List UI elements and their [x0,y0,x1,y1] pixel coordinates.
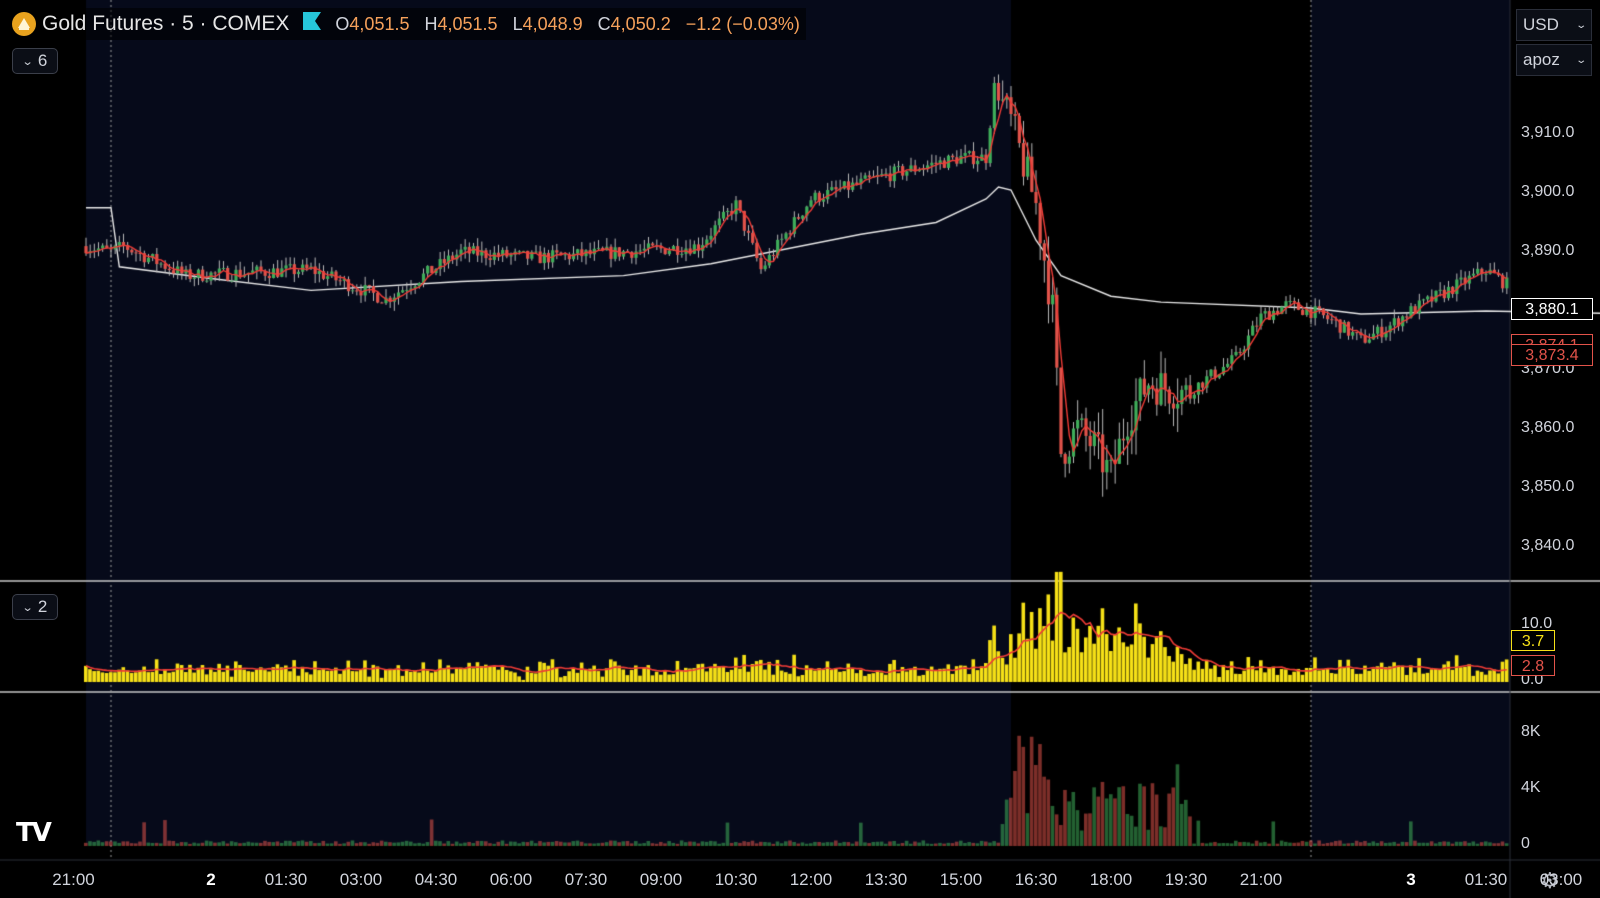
close-value: 4,050.2 [610,13,671,34]
volume-tick-label: 4K [1521,779,1541,796]
time-tick-label: 07:30 [564,870,608,889]
time-tick-label: 21:00 [1239,870,1283,889]
time-tick-label: 18:00 [1089,870,1133,889]
oscillator-tick-label: 10.0 [1521,615,1553,632]
flag-icon[interactable] [303,12,322,36]
day-label: 3 [1406,870,1416,889]
open-value: 4,051.5 [349,13,410,34]
time-tick-label: 21:00 [52,870,95,889]
symbol-header[interactable]: Gold Futures · 5 · COMEX O4,051.5 H4,051… [8,8,806,40]
chevron-down-icon: ⌄ [21,601,34,614]
main-indicators-toggle[interactable]: ⌄ 6 [12,48,58,74]
time-tick-label: 13:30 [864,870,908,889]
oscillator-marker-label: 2.8 [1511,655,1555,676]
price-tick-label: 3,850.0 [1521,478,1575,495]
price-tick-label: 3,890.0 [1521,242,1575,259]
main-indicators-count: 6 [37,51,48,70]
currency-select[interactable]: USD ⌄ [1516,9,1592,41]
price-marker-label: 3,880.1 [1511,298,1593,321]
time-tick-label: 10:30 [714,870,758,889]
change-value: −1.2 (−0.03%) [685,13,800,34]
volume-tick-label: 0 [1521,835,1530,852]
open-key: O [335,13,350,34]
high-key: H [424,13,438,34]
time-tick-label: 04:30 [414,870,458,889]
oscillator-indicators-toggle[interactable]: ⌄ 2 [12,594,58,620]
time-tick-label: 01:30 [264,870,308,889]
gold-coin-icon [12,12,36,36]
ohlc-values: O4,051.5 H4,051.5 L4,048.9 C4,050.2 −1.2… [335,14,799,35]
time-tick-label: 03:00 [1539,870,1583,889]
time-tick-label: 09:00 [639,870,683,889]
chevron-down-icon: ⌄ [1574,19,1587,31]
time-tick-label: 03:00 [339,870,383,889]
price-tick-label: 3,860.0 [1521,419,1575,436]
day-label: 2 [206,870,216,889]
high-value: 4,051.5 [437,13,498,34]
volume-tick-label: 8K [1521,723,1541,740]
time-tick-label: 16:30 [1014,870,1058,889]
price-tick-label: 3,910.0 [1521,124,1575,141]
price-marker-label: 3,873.4 [1511,343,1593,366]
price-tick-label: 3,840.0 [1521,537,1575,554]
unit-value: apoz [1523,50,1560,69]
currency-value: USD [1523,15,1559,34]
low-value: 4,048.9 [522,13,583,34]
time-tick-label: 19:30 [1164,870,1208,889]
time-tick-label: 12:00 [789,870,833,889]
chevron-down-icon: ⌄ [1574,54,1587,66]
time-tick-label: 06:00 [489,870,533,889]
time-tick-label: 15:00 [939,870,983,889]
chevron-down-icon: ⌄ [21,55,34,68]
oscillator-marker-label: 3.7 [1511,630,1555,651]
oscillator-indicators-count: 2 [37,597,48,616]
symbol-title[interactable]: Gold Futures · 5 · COMEX [42,12,290,35]
low-key: L [512,13,523,34]
price-tick-label: 3,900.0 [1521,183,1575,200]
tradingview-logo[interactable]: TV [16,818,52,848]
settings-gear-icon[interactable]: ⚙ [1540,868,1560,893]
close-key: C [597,13,611,34]
unit-select[interactable]: apoz ⌄ [1516,44,1592,76]
time-tick-label: 01:30 [1464,870,1508,889]
